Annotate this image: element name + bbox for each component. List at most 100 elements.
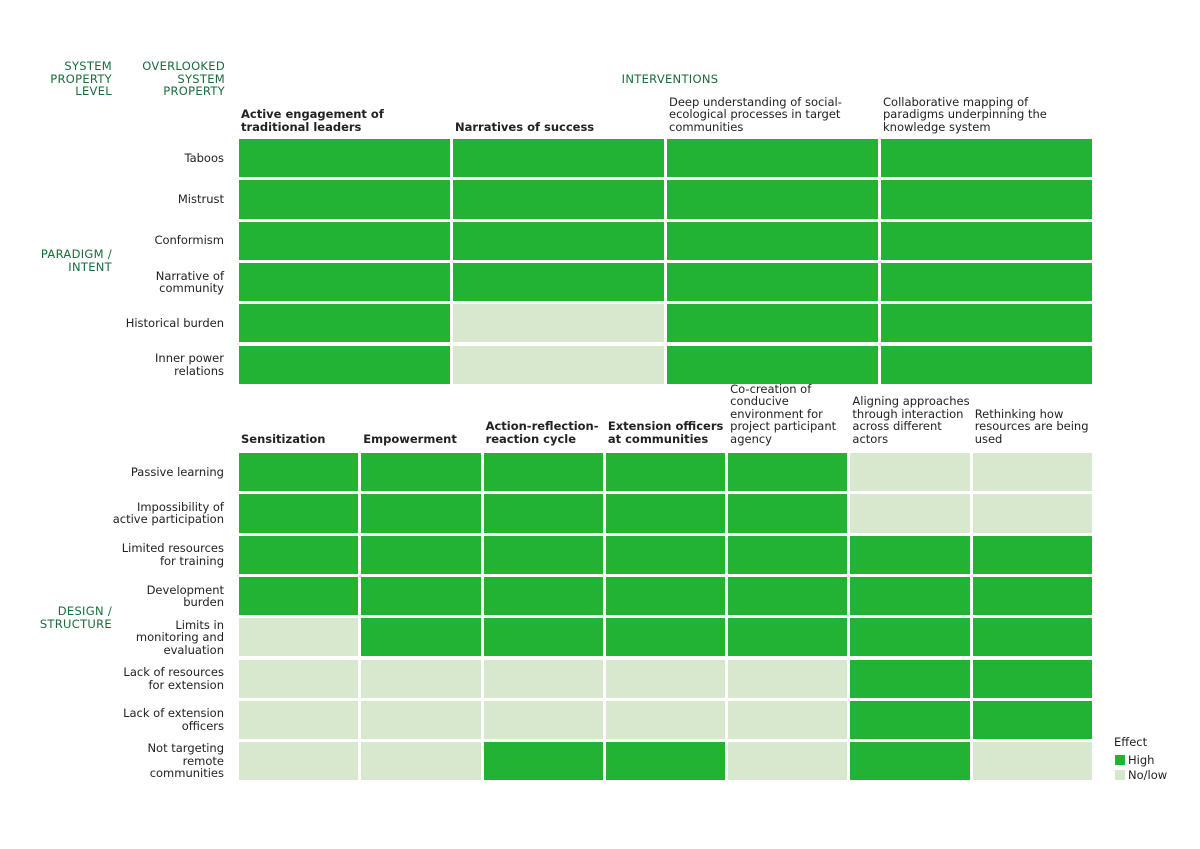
heatmap-cell: [361, 742, 481, 781]
heatmap-cell: [483, 659, 603, 698]
heatmap-cell: [239, 304, 450, 343]
heatmap-cell: [728, 535, 848, 574]
legend-swatch-low: [1115, 770, 1125, 780]
heatmap-cell: [239, 742, 359, 781]
heatmap-cell: [605, 659, 726, 698]
heatmap-cell: [361, 494, 481, 533]
row-label-text: Passive learning: [130, 464, 224, 479]
heatmap-cell: [453, 262, 664, 302]
row-label: Narrative of community: [112, 263, 224, 301]
heatmap-cell: [728, 700, 848, 740]
column-header-text: Active engagement of traditional leaders: [241, 107, 384, 134]
heatmap-cell: [239, 453, 359, 492]
header-overlooked: OVERLOOKED SYSTEM PROPERTY: [142, 59, 225, 98]
heatmap-cell: [239, 576, 359, 616]
column-header-text: Empowerment: [363, 431, 457, 446]
row-label-text: Conformism: [154, 233, 224, 248]
heatmap-cell: [605, 618, 726, 657]
heatmap-cell: [239, 139, 450, 178]
legend-title: Effect: [1114, 735, 1148, 749]
heatmap-cell: [361, 535, 481, 574]
heatmap-cell: [850, 453, 970, 492]
row-label: Mistrust: [112, 180, 224, 218]
column-header-text: Narratives of success: [455, 119, 595, 134]
heatmap-cell: [972, 535, 1092, 574]
row-label: Passive learning: [112, 453, 224, 491]
row-label-text: Impossibility of active participation: [112, 499, 224, 527]
heatmap-cell: [728, 742, 848, 781]
row-label-text: Lack of resources for extension: [123, 665, 224, 692]
heatmap-cell: [361, 453, 481, 492]
heatmap-cell: [881, 304, 1092, 343]
heatmap-cell: [667, 304, 878, 343]
heatmap-cell: [453, 345, 664, 384]
row-label: Lack of resources for extension: [112, 660, 224, 698]
column-header: Rethinking how resources are being used: [975, 380, 1093, 445]
heatmap-cell: [972, 494, 1092, 533]
heatmap-cell: [881, 345, 1092, 384]
legend-swatch-high: [1115, 755, 1125, 765]
heatmap-cell: [881, 262, 1092, 302]
legend-label-high: High: [1128, 753, 1155, 767]
heatmap-cell: [483, 618, 603, 657]
heatmap-cell: [728, 659, 848, 698]
row-label-text: Not targeting remote communities: [147, 741, 224, 781]
row-label-text: Lack of extension officers: [123, 706, 224, 733]
heatmap-cell: [361, 576, 481, 616]
column-header-text: Deep understanding of social-ecological …: [669, 94, 842, 134]
heatmap-cell: [605, 494, 726, 533]
heatmap-cell: [483, 453, 603, 492]
heatmap-cell: [972, 700, 1092, 740]
column-header-text: Aligning approaches through interaction …: [852, 394, 970, 446]
heatmap-cell: [361, 618, 481, 657]
heatmap-cell: [667, 139, 878, 178]
column-header: Co-creation of conducive environment for…: [730, 380, 848, 445]
heatmap-cell: [881, 221, 1092, 260]
column-header-text: Sensitization: [241, 431, 326, 446]
heatmap-cell: [483, 494, 603, 533]
heatmap-cell: [361, 659, 481, 698]
heatmap-cell: [881, 180, 1092, 219]
row-label: Impossibility of active participation: [112, 494, 224, 532]
heatmap-cell: [728, 576, 848, 616]
row-label-text: Limited resources for training: [121, 541, 224, 568]
heatmap-cell: [453, 139, 664, 178]
heatmap-cell: [239, 345, 450, 384]
heatmap-cell: [850, 618, 970, 657]
heatmap-cell: [483, 700, 603, 740]
heatmap-cell: [605, 576, 726, 616]
column-header: Narratives of success: [455, 96, 655, 133]
heatmap-cell: [667, 262, 878, 302]
legend-label-low: No/low: [1128, 768, 1168, 782]
column-header-text: Extension officers at communities: [607, 419, 724, 446]
row-label: Taboos: [112, 139, 224, 177]
heatmap-cell: [361, 700, 481, 740]
row-label: Not targeting remote communities: [112, 742, 224, 780]
heatmap-cell: [605, 700, 726, 740]
heatmap-cell: [972, 742, 1092, 781]
heatmap-cell: [605, 535, 726, 574]
column-header-text: Co-creation of conducive environment for…: [730, 381, 837, 446]
heatmap-cell: [667, 221, 878, 260]
row-label: Historical burden: [112, 304, 224, 342]
heatmap-cell: [239, 221, 450, 260]
column-header-text: Rethinking how resources are being used: [974, 406, 1089, 446]
column-header: Empowerment: [363, 380, 481, 445]
heatmap-cell: [605, 742, 726, 781]
heatmap-cell: [728, 494, 848, 533]
heatmap-cell: [453, 180, 664, 219]
heatmap-cell: [850, 700, 970, 740]
column-header: Collaborative mapping of paradigms under…: [883, 95, 1083, 133]
header-interventions: INTERVENTIONS: [621, 72, 719, 86]
row-label-text: Taboos: [184, 150, 224, 165]
heatmap-cell: [453, 221, 664, 260]
row-label-text: Mistrust: [177, 192, 224, 207]
header-level: SYSTEM PROPERTY LEVEL: [50, 59, 112, 98]
heatmap-cell: [239, 618, 359, 657]
heatmap-cell: [483, 742, 603, 781]
column-header: Deep understanding of social-ecological …: [669, 94, 869, 134]
row-label: Lack of extension officers: [112, 701, 224, 739]
heatmap-cell: [667, 180, 878, 219]
heatmap-cell: [239, 700, 359, 740]
heatmap-cell: [605, 453, 726, 492]
